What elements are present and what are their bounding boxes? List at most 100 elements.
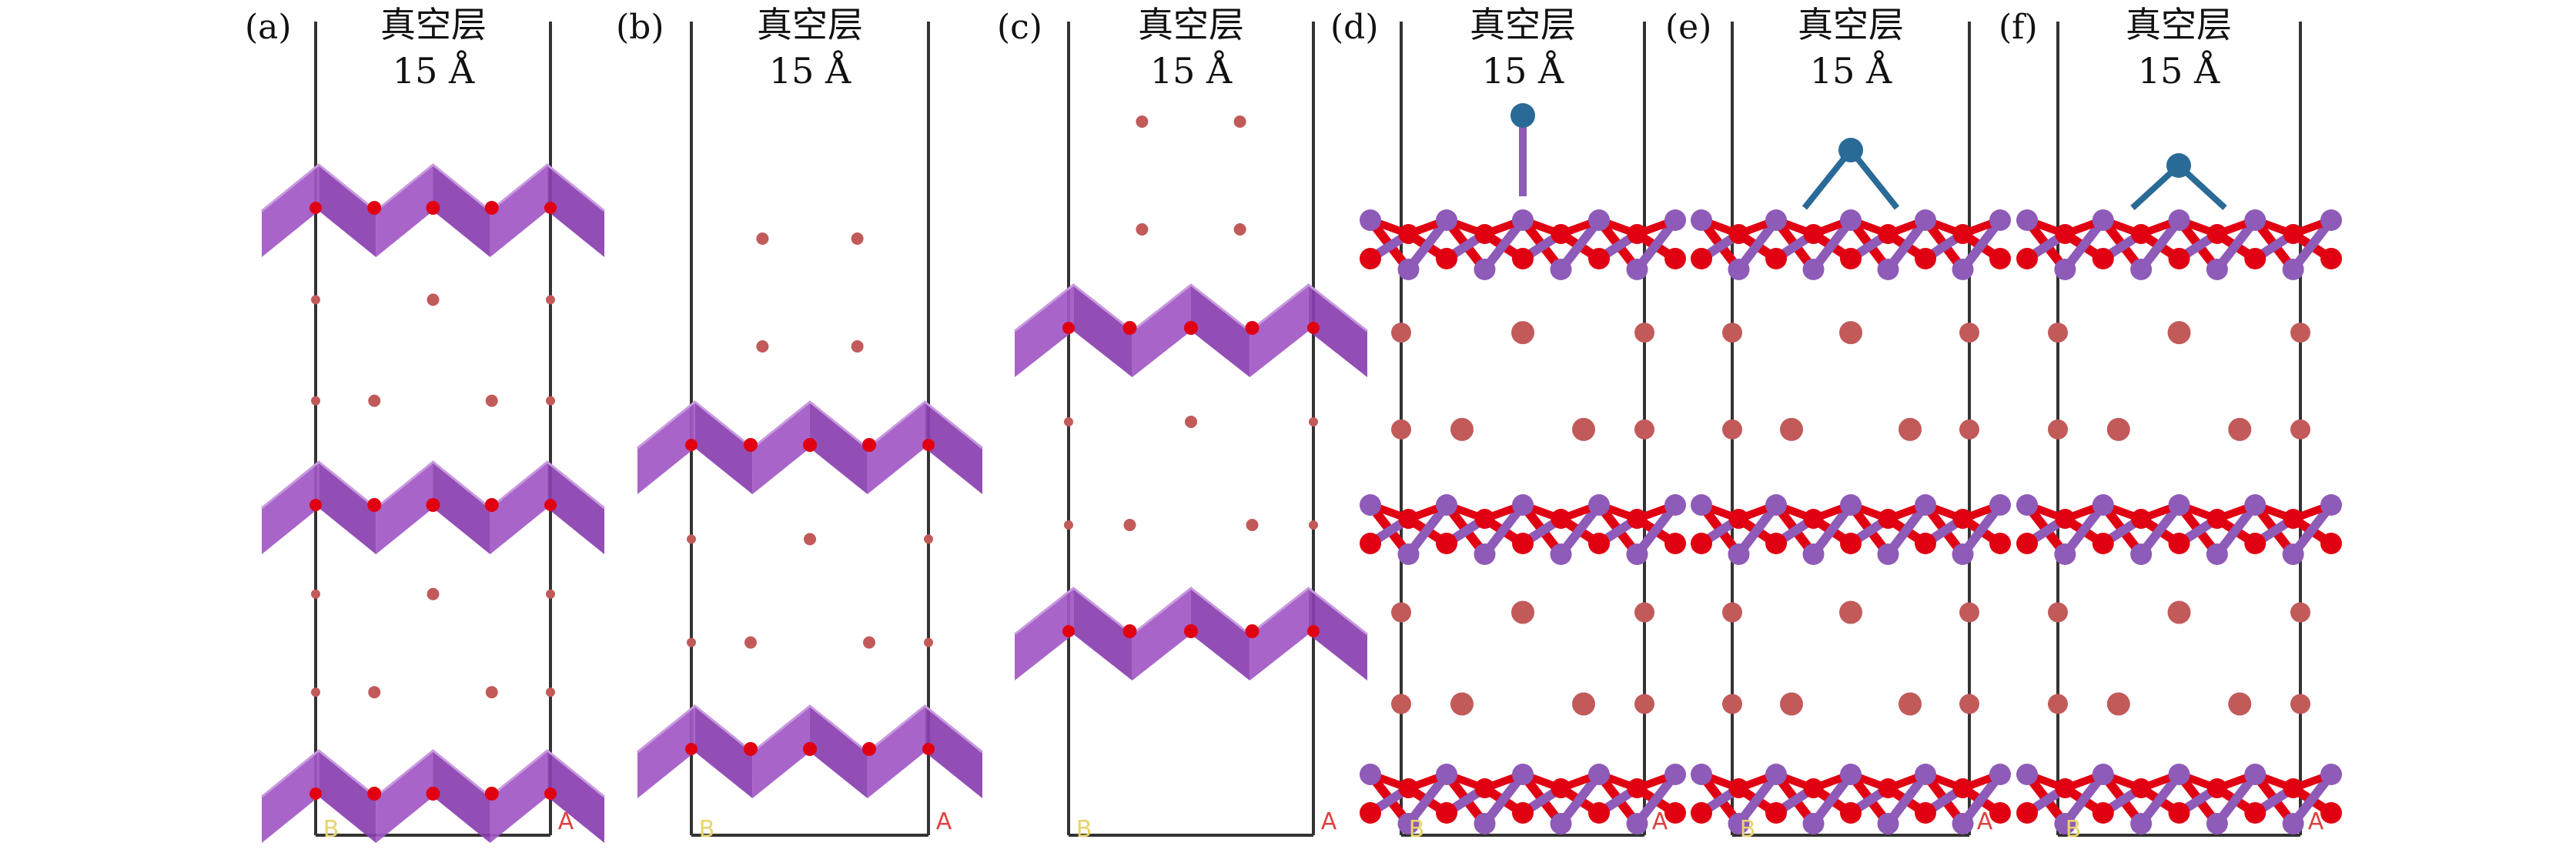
interlayer-ion [427,293,440,306]
oxygen-atom [1436,533,1457,554]
metal-atom [1728,543,1750,565]
oxygen-atom [1691,248,1712,269]
vacuum-thickness-label: 15 Å [2138,49,2220,92]
polyhedron-face [867,706,925,798]
vacuum-layer-label: 真空层 [1798,4,1904,45]
oxygen-atom [1989,248,2011,269]
b-axis-label: B [1409,816,1425,843]
interlayer-ion [2290,694,2310,714]
adatom [1802,138,1900,210]
oxygen-atom [862,742,876,756]
oxygen-atom [2244,248,2267,269]
interlayer-ions [1391,321,1654,716]
metal-atom [1691,209,1712,231]
oxygen-atom [1360,533,1381,554]
interlayer-ion [1233,223,1246,236]
layers [637,400,983,798]
metal-atom [2206,543,2228,565]
interlayer-ion [546,396,555,406]
polyhedron-face [262,462,319,554]
polyhedron-edge [637,400,983,450]
metal-atom [1550,259,1572,280]
oxygen-atom [2131,509,2152,529]
metal-atom [1474,259,1496,280]
oxygen-atom [1474,778,1495,798]
metal-atom [2130,259,2153,280]
metal-atom [2320,209,2342,231]
interlayer-ions [2048,321,2310,716]
interlayer-ion [546,295,555,305]
oxygen-atom [544,787,557,800]
metal-atom [2244,764,2267,785]
oxygen-atom [744,742,758,756]
oxygen-atom [803,438,817,452]
a-axis-label: A [2308,808,2324,835]
interlayer-ion [687,534,696,544]
metal-atom [1664,494,1686,516]
polyhedron-face [1073,285,1132,377]
oxygen-atom [1551,224,1571,244]
metal-atom [1474,813,1496,834]
metal-atom [1664,209,1686,231]
layers [1014,283,1368,680]
oxygen-atom [2244,802,2267,824]
interlayer-ion [311,589,320,599]
interlayer-ion [1899,692,1922,716]
polyhedron-face [433,165,490,257]
metal-atom [1691,764,1712,785]
oxygen-atom [484,787,499,801]
interlayer-ion [863,636,875,649]
metal-atom [1397,813,1420,834]
interlayer-ions [311,293,555,699]
oxygen-atom [2206,778,2227,798]
metal-atom [1664,764,1686,785]
oxygen-atom [1398,224,1419,244]
interlayer-ion [924,637,933,647]
oxygen-atom [2016,248,2038,269]
polyhedron-face [1132,588,1191,680]
polyhedron-face [694,706,753,798]
oxygen-atom [922,743,935,755]
interlayer-ions [1722,321,1979,716]
metal-atom [1550,543,1572,565]
interlayer-ion [1899,417,1922,441]
metal-atom [2206,813,2228,834]
oxygen-atom [1122,321,1137,335]
interlayer-ion [2228,417,2252,441]
oxygen-atom [2283,509,2303,529]
interlayer-ion [744,636,757,649]
oxygen-atom [1627,224,1648,244]
oxygen-atom [1765,248,1787,269]
metal-atom [1989,494,2011,516]
polyhedron-face [925,706,982,798]
polyhedron-face [1132,285,1191,377]
polyhedron-edge [1014,283,1368,333]
polyhedron-face [752,402,810,494]
b-axis-label: B [699,816,715,843]
interlayer-ion [1136,223,1149,236]
oxygen-atom [309,787,322,800]
oxygen-atom [1360,802,1381,824]
b-axis-label: B [1740,816,1756,843]
metal-atom [1840,209,1862,231]
vacuum-layer-label: 真空层 [1138,4,1244,45]
oxygen-atom [1627,778,1648,798]
interlayer-ion [368,686,381,699]
metal-atom [1588,764,1610,785]
metal-atom [1550,813,1572,834]
oxygen-atom [1691,802,1712,824]
interlayer-ion [2048,602,2068,623]
metal-atom [2168,209,2190,231]
metal-atom [1802,259,1825,280]
oxygen-atom [1398,509,1419,529]
oxygen-atom [1436,248,1457,269]
vacuum-thickness-label: 15 Å [769,49,851,92]
polyhedron-face [637,402,695,494]
oxygen-atom [1840,248,1862,269]
metal-atom [1360,494,1381,516]
oxygen-atom [1664,533,1686,554]
oxygen-atom [922,439,935,451]
oxygen-atom [1307,322,1320,334]
